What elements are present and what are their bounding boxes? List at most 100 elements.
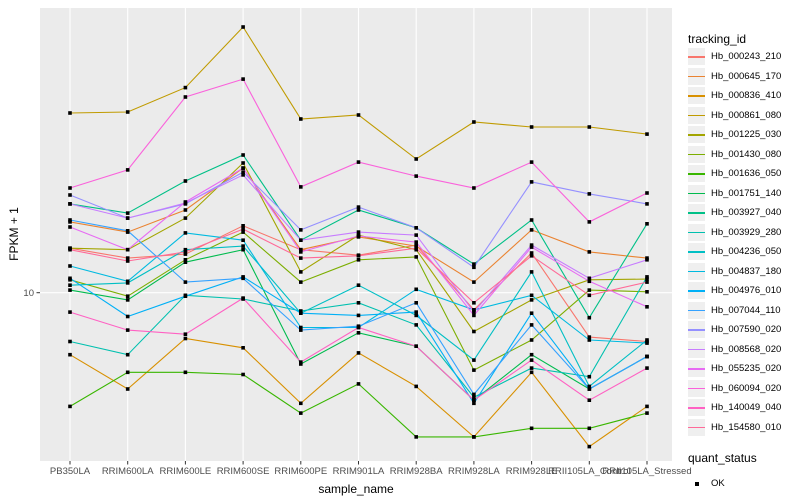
data-point — [299, 401, 303, 406]
legend-item: OK — [688, 474, 725, 494]
legend-key-square-icon — [694, 481, 699, 486]
data-point — [587, 387, 592, 391]
legend-key-swatch — [688, 340, 705, 358]
data-point — [645, 258, 649, 262]
data-point — [587, 426, 592, 431]
legend-key-swatch — [688, 165, 705, 183]
legend-item-label: Hb_154580_010 — [711, 421, 782, 433]
legend-key-line-icon — [688, 56, 705, 58]
data-point — [125, 314, 130, 319]
data-point — [68, 218, 72, 222]
legend-item-label: Hb_140049_040 — [711, 402, 782, 414]
shape-legend-title: quant_status — [688, 451, 757, 465]
data-point — [645, 290, 649, 294]
data-point — [645, 305, 649, 309]
legend-item-label: Hb_001751_140 — [711, 187, 782, 199]
data-point — [299, 256, 303, 260]
data-point — [472, 368, 476, 372]
data-point — [529, 323, 534, 327]
x-tick-label: RRIM600PE — [274, 466, 327, 477]
x-tick-label: RRIM928LA — [448, 466, 500, 477]
data-point — [414, 174, 418, 178]
data-point — [183, 179, 188, 183]
data-point — [414, 313, 418, 318]
data-point — [68, 220, 72, 224]
legend-item-label: Hb_000836_410 — [711, 90, 782, 102]
data-point — [356, 113, 361, 117]
legend-item: Hb_001225_030 — [688, 125, 781, 145]
legend-item: Hb_008568_020 — [688, 340, 781, 360]
data-point — [645, 280, 649, 284]
data-point — [125, 259, 130, 263]
shape-legend: OK — [688, 474, 725, 494]
legend-item-label: Hb_004837_180 — [711, 265, 782, 277]
data-point — [529, 370, 534, 375]
data-point — [587, 398, 592, 402]
data-point — [472, 395, 476, 400]
data-point — [587, 125, 592, 129]
data-point — [299, 411, 303, 415]
data-point — [356, 351, 361, 355]
data-point — [356, 331, 361, 335]
legend-item: Hb_000243_210 — [688, 47, 781, 67]
data-point — [241, 224, 245, 228]
data-point — [645, 338, 649, 342]
legend-item-label: Hb_000243_210 — [711, 51, 782, 63]
x-tick-label: RRII105LA_Control — [548, 466, 630, 477]
data-point — [356, 205, 361, 209]
legend-key-line-icon — [688, 173, 705, 175]
data-point — [414, 240, 418, 244]
data-point — [125, 168, 130, 172]
legend-key-swatch — [688, 301, 705, 319]
data-point — [125, 352, 130, 357]
legend-key-line-icon — [688, 368, 705, 370]
data-point — [241, 166, 245, 170]
data-point — [183, 294, 188, 298]
data-point — [529, 358, 534, 362]
legend-key-line-icon — [688, 426, 705, 429]
color-legend: Hb_000243_210 Hb_000645_170 Hb_000836_410 H… — [688, 47, 781, 437]
data-point — [183, 208, 188, 212]
legend-key-swatch — [688, 282, 705, 300]
legend-key-swatch — [688, 48, 705, 66]
data-point — [241, 227, 245, 231]
data-point — [125, 211, 130, 215]
legend-key-swatch — [688, 399, 705, 417]
data-point — [241, 296, 245, 300]
legend-key-line-icon — [688, 231, 705, 234]
data-point — [414, 244, 418, 248]
data-point — [645, 341, 649, 345]
data-point — [645, 366, 649, 370]
data-point — [414, 384, 418, 389]
legend-key-line-icon — [688, 134, 705, 136]
data-point — [472, 308, 476, 312]
data-point — [299, 228, 303, 232]
data-point — [414, 246, 418, 250]
data-point — [68, 264, 72, 268]
data-point — [241, 153, 245, 157]
data-point — [472, 301, 476, 305]
data-point — [299, 360, 303, 364]
legend-item: Hb_003927_040 — [688, 203, 781, 223]
data-point — [241, 230, 245, 234]
data-point — [241, 244, 245, 248]
data-point — [241, 170, 245, 174]
data-point — [587, 444, 592, 449]
data-point — [183, 85, 188, 90]
legend-key-line-icon — [688, 329, 705, 331]
legend-item-label: Hb_001430_080 — [711, 148, 782, 160]
data-point — [183, 260, 188, 264]
data-point — [645, 277, 649, 281]
data-point — [472, 310, 476, 314]
data-point — [299, 280, 303, 284]
data-point — [472, 435, 476, 439]
data-point — [241, 238, 245, 242]
data-point — [68, 202, 72, 206]
legend-item: Hb_140049_040 — [688, 398, 781, 418]
data-point — [414, 287, 418, 292]
data-point — [414, 323, 418, 327]
data-point — [183, 280, 188, 284]
data-point — [414, 310, 418, 314]
data-point — [472, 265, 476, 270]
legend-key-swatch — [688, 475, 705, 492]
